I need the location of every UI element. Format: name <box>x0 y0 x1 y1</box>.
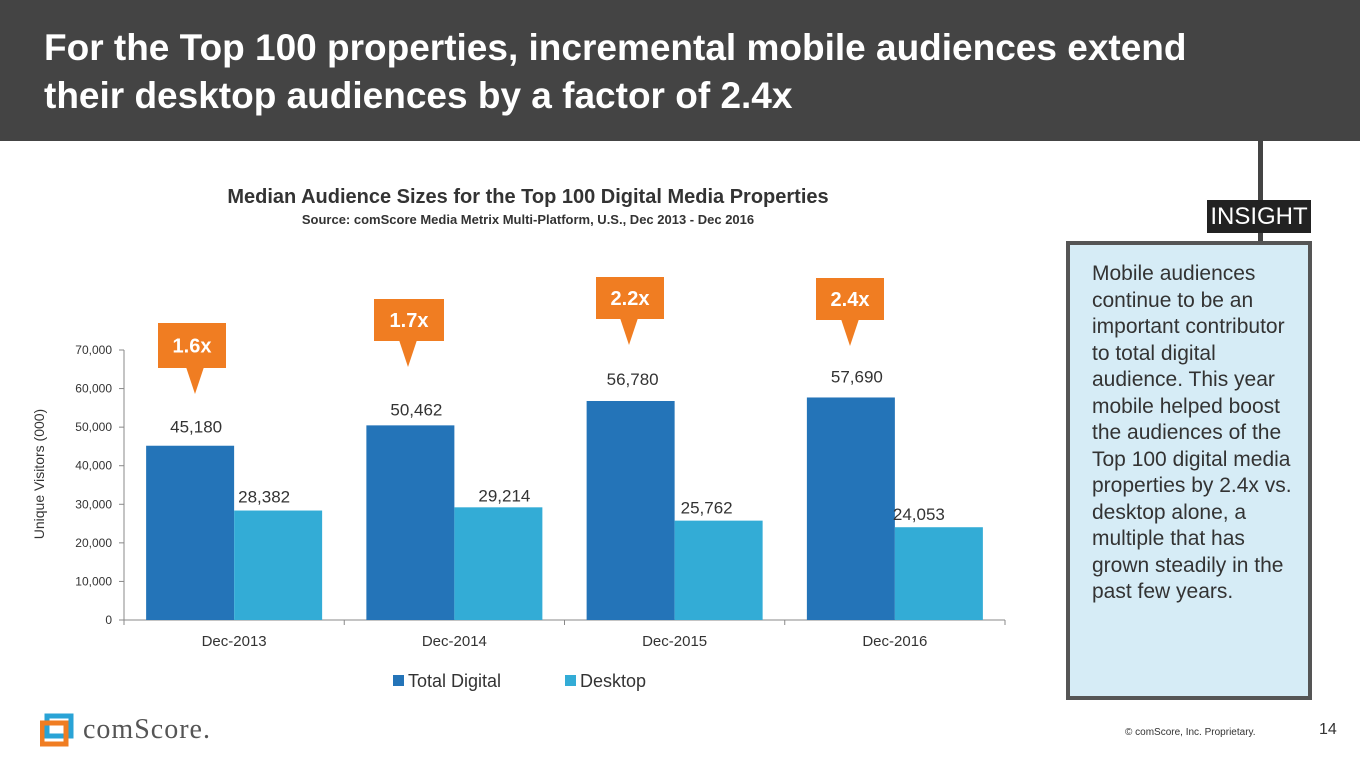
callout-label: 2.2x <box>611 288 650 310</box>
logo-mark-icon <box>39 713 74 747</box>
y-tick-label: 20,000 <box>75 536 112 550</box>
page-number: 14 <box>1319 721 1337 738</box>
callout-label: 1.7x <box>390 310 429 332</box>
bar-desktop <box>894 527 983 620</box>
bar-desktop <box>674 520 763 620</box>
data-label-total-digital: 50,462 <box>390 400 442 419</box>
comscore-logo: comScore. <box>39 713 240 747</box>
bar-total-digital <box>586 400 675 620</box>
bar-desktop <box>454 507 543 620</box>
data-label-desktop: 24,053 <box>893 505 945 524</box>
bar-desktop <box>234 510 323 620</box>
bar-total-digital <box>806 397 895 620</box>
insight-tag: INSIGHT <box>1207 200 1311 233</box>
chart-subtitle: Source: comScore Media Metrix Multi-Plat… <box>301 212 755 227</box>
callout-box <box>158 323 226 368</box>
legend-label: Desktop <box>580 671 646 691</box>
data-label-desktop: 28,382 <box>238 488 290 507</box>
header-bar: For the Top 100 properties, incremental … <box>0 0 1360 141</box>
y-tick-label: 0 <box>105 613 112 627</box>
legend-swatch <box>393 675 404 686</box>
insight-connector-lower <box>1258 233 1263 243</box>
callout-pointer <box>399 340 417 367</box>
slide-title: For the Top 100 properties, incremental … <box>44 27 1187 116</box>
insight-box: Mobile audiences continue to be an impor… <box>1066 241 1312 700</box>
callout-box <box>816 278 884 320</box>
y-tick-label: 50,000 <box>75 420 112 434</box>
data-label-total-digital: 45,180 <box>170 418 222 437</box>
x-tick-label: Dec-2016 <box>862 633 927 650</box>
data-label-total-digital: 56,780 <box>607 370 659 389</box>
y-tick-label: 30,000 <box>75 497 112 511</box>
callout-box <box>374 299 444 341</box>
callout-label: 2.4x <box>831 289 870 311</box>
bar-chart: 0 10,000 20,000 30,000 40,000 50,000 60,000 70,… <box>75 277 1006 691</box>
bar-total-digital <box>366 425 455 620</box>
y-tick-label: 40,000 <box>75 459 112 473</box>
copyright-text: © comScore, Inc. Proprietary. <box>1125 727 1256 738</box>
callout-pointer <box>841 319 859 346</box>
insight-connector <box>1258 141 1263 203</box>
data-label-desktop: 25,762 <box>681 499 733 518</box>
logo-text: comScore. <box>83 714 211 745</box>
y-tick-label: 70,000 <box>75 343 112 357</box>
x-tick-label: Dec-2015 <box>642 633 707 650</box>
callout-pointer <box>186 367 204 394</box>
chart-title: Median Audience Sizes for the Top 100 Di… <box>227 186 829 208</box>
callout-box <box>596 277 664 319</box>
callout-pointer <box>620 318 638 345</box>
data-label-total-digital: 57,690 <box>831 367 883 386</box>
data-label-desktop: 29,214 <box>478 486 530 505</box>
y-tick-label: 60,000 <box>75 382 112 396</box>
y-tick-label: 10,000 <box>75 574 112 588</box>
legend-swatch <box>565 675 576 686</box>
bar-total-digital <box>146 445 235 620</box>
callout-label: 1.6x <box>173 336 212 358</box>
x-tick-label: Dec-2013 <box>202 633 267 650</box>
x-tick-label: Dec-2014 <box>422 633 487 650</box>
insight-text: Mobile audiences continue to be an impor… <box>1092 262 1292 603</box>
legend-label: Total Digital <box>408 671 501 691</box>
